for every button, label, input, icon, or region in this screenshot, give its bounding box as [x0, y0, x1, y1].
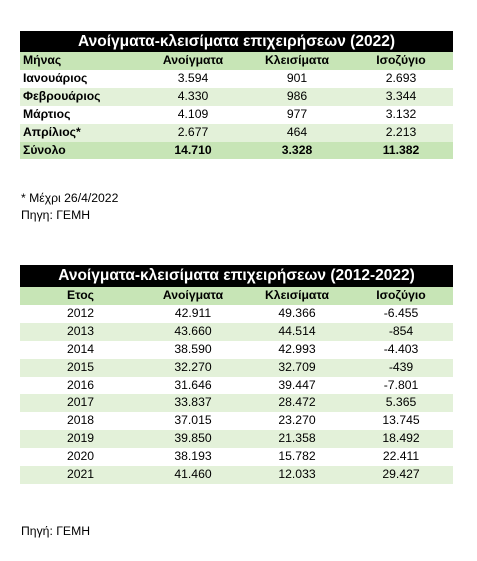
- total-row: Σύνολο 14.710 3.328 11.382: [20, 141, 454, 160]
- openings-cell: 39.850: [141, 430, 245, 449]
- table-row: 2015 32.270 32.709 -439: [20, 358, 454, 377]
- table-row: 2021 41.460 12.033 29.427: [20, 466, 454, 484]
- closings-cell: 44.514: [245, 322, 349, 341]
- column-header-year: Ετος: [20, 287, 141, 305]
- yearly-table-title: Ανοίγματα-κλεισίματα επιχειρήσεων (2012-…: [20, 265, 454, 287]
- year-cell: 2014: [20, 340, 141, 359]
- closings-cell: 986: [245, 87, 349, 106]
- total-label: Σύνολο: [20, 141, 141, 160]
- column-header-balance: Ισοζύγιο: [349, 287, 454, 305]
- balance-cell: 3.344: [349, 87, 454, 106]
- openings-cell: 31.646: [141, 376, 245, 395]
- month-cell: Μάρτιος: [20, 105, 141, 124]
- year-cell: 2021: [20, 466, 141, 484]
- table-row: Απρίλιος* 2.677 464 2.213: [20, 123, 454, 142]
- closings-cell: 21.358: [245, 430, 349, 449]
- table-row: 2019 39.850 21.358 18.492: [20, 430, 454, 449]
- openings-cell: 41.460: [141, 466, 245, 484]
- column-header-closings: Κλεισίματα: [245, 287, 349, 305]
- monthly-table: Ανοίγματα-κλεισίματα επιχειρήσεων (2022)…: [20, 31, 454, 160]
- year-cell: 2020: [20, 448, 141, 467]
- closings-cell: 977: [245, 105, 349, 124]
- yearly-table: Ανοίγματα-κλεισίματα επιχειρήσεων (2012-…: [20, 265, 454, 484]
- closings-cell: 42.993: [245, 340, 349, 359]
- year-cell: 2019: [20, 430, 141, 449]
- year-cell: 2018: [20, 412, 141, 431]
- column-header-openings: Ανοίγματα: [141, 287, 245, 305]
- balance-cell: 29.427: [349, 466, 454, 484]
- balance-cell: -4.403: [349, 340, 454, 359]
- year-cell: 2015: [20, 358, 141, 377]
- balance-cell: -439: [349, 358, 454, 377]
- closings-cell: 23.270: [245, 412, 349, 431]
- table-row: 2013 43.660 44.514 -854: [20, 322, 454, 341]
- column-header-closings: Κλεισίματα: [245, 52, 349, 70]
- month-cell: Φεβρουάριος: [20, 87, 141, 106]
- year-cell: 2017: [20, 394, 141, 413]
- balance-cell: 22.411: [349, 448, 454, 467]
- source-note: Πηγή: ΓΕΜΗ: [21, 524, 91, 538]
- table-row: 2014 38.590 42.993 -4.403: [20, 340, 454, 359]
- closings-cell: 901: [245, 69, 349, 88]
- yearly-table-title-row: Ανοίγματα-κλεισίματα επιχειρήσεων (2012-…: [20, 265, 454, 287]
- balance-cell: -7.801: [349, 376, 454, 395]
- monthly-table-header-row: Μήνας Ανοίγματα Κλεισίματα Ισοζύγιο: [20, 52, 454, 70]
- closings-cell: 15.782: [245, 448, 349, 467]
- year-cell: 2016: [20, 376, 141, 395]
- closings-cell: 464: [245, 123, 349, 142]
- balance-cell: 13.745: [349, 412, 454, 431]
- footnote: * Μέχρι 26/4/2022: [21, 191, 119, 205]
- monthly-table-title-row: Ανοίγματα-κλεισίματα επιχειρήσεων (2022): [20, 31, 454, 52]
- table-row: Μάρτιος 4.109 977 3.132: [20, 105, 454, 124]
- closings-cell: 12.033: [245, 466, 349, 484]
- total-closings: 3.328: [245, 141, 349, 160]
- monthly-table-title: Ανοίγματα-κλεισίματα επιχειρήσεων (2022): [20, 31, 454, 52]
- balance-cell: 18.492: [349, 430, 454, 449]
- column-header-month: Μήνας: [20, 52, 141, 70]
- balance-cell: -854: [349, 322, 454, 341]
- column-header-balance: Ισοζύγιο: [349, 52, 454, 70]
- balance-cell: 5.365: [349, 394, 454, 413]
- openings-cell: 38.193: [141, 448, 245, 467]
- openings-cell: 3.594: [141, 69, 245, 88]
- table-row: Ιανουάριος 3.594 901 2.693: [20, 69, 454, 88]
- closings-cell: 28.472: [245, 394, 349, 413]
- balance-cell: 2.213: [349, 123, 454, 142]
- openings-cell: 32.270: [141, 358, 245, 377]
- year-cell: 2013: [20, 322, 141, 341]
- closings-cell: 39.447: [245, 376, 349, 395]
- balance-cell: 2.693: [349, 69, 454, 88]
- closings-cell: 32.709: [245, 358, 349, 377]
- openings-cell: 42.911: [141, 304, 245, 323]
- table-row: 2017 33.837 28.472 5.365: [20, 394, 454, 413]
- column-header-openings: Ανοίγματα: [141, 52, 245, 70]
- balance-cell: 3.132: [349, 105, 454, 124]
- openings-cell: 43.660: [141, 322, 245, 341]
- year-cell: 2012: [20, 304, 141, 323]
- total-balance: 11.382: [349, 141, 454, 160]
- table-row: 2016 31.646 39.447 -7.801: [20, 376, 454, 395]
- openings-cell: 38.590: [141, 340, 245, 359]
- balance-cell: -6.455: [349, 304, 454, 323]
- table-row: 2012 42.911 49.366 -6.455: [20, 304, 454, 323]
- yearly-table-header-row: Ετος Ανοίγματα Κλεισίματα Ισοζύγιο: [20, 287, 454, 305]
- month-cell: Ιανουάριος: [20, 69, 141, 88]
- table-row: Φεβρουάριος 4.330 986 3.344: [20, 87, 454, 106]
- table-row: 2020 38.193 15.782 22.411: [20, 448, 454, 467]
- month-cell: Απρίλιος*: [20, 123, 141, 142]
- openings-cell: 2.677: [141, 123, 245, 142]
- openings-cell: 4.109: [141, 105, 245, 124]
- openings-cell: 4.330: [141, 87, 245, 106]
- source-note: Πηγη: ΓΕΜΗ: [21, 208, 91, 222]
- table-row: 2018 37.015 23.270 13.745: [20, 412, 454, 431]
- openings-cell: 37.015: [141, 412, 245, 431]
- openings-cell: 33.837: [141, 394, 245, 413]
- closings-cell: 49.366: [245, 304, 349, 323]
- total-openings: 14.710: [141, 141, 245, 160]
